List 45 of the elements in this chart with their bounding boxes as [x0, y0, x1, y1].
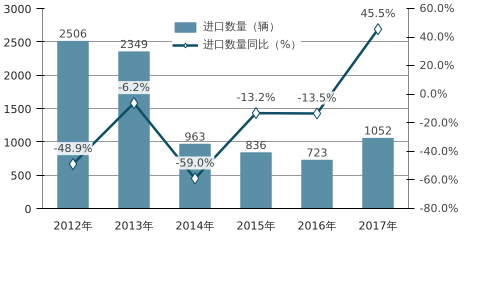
- data-label: -6.2%: [118, 81, 150, 94]
- x-tick-label: 2017年: [358, 220, 398, 232]
- x-tick-label: 2015年: [236, 220, 276, 232]
- point: [130, 97, 138, 110]
- y-tick-label: 2000: [4, 70, 32, 83]
- bar: [362, 138, 394, 208]
- bar: [301, 160, 333, 208]
- data-label: 2506: [59, 27, 88, 40]
- point: [374, 23, 382, 36]
- data-label: -59.0%: [176, 156, 214, 170]
- data-label: 963: [184, 130, 206, 144]
- data-label: 1052: [364, 124, 392, 138]
- y2-tick-label: 60.0%: [420, 2, 454, 15]
- y2-tick-label: 40.0%: [420, 30, 454, 44]
- data-label: -13.5%: [298, 92, 336, 104]
- y-tick-label: 3000: [4, 3, 32, 16]
- y2-tick-label: -20.0%: [420, 116, 458, 130]
- x-tick-label: 2013年: [114, 220, 154, 232]
- x-tick-label: 2012年: [54, 220, 93, 232]
- point: [190, 172, 200, 184]
- y2-tick-label: -80.0%: [420, 202, 458, 215]
- data-label: 2349: [120, 38, 148, 51]
- legend-label: 进口数量同比（%）: [203, 37, 302, 52]
- y-tick-label: 1500: [4, 103, 32, 116]
- point: [68, 158, 78, 170]
- point: [252, 107, 260, 120]
- y-tick-label: 2500: [4, 36, 32, 50]
- x-tick-label: 2016年: [298, 220, 337, 232]
- data-label: -48.9%: [54, 142, 92, 156]
- y-tick-label: 500: [10, 170, 32, 183]
- y2-tick-label: 20.0%: [420, 59, 454, 72]
- legend-label: 进口数量（辆）: [203, 19, 281, 34]
- data-label: -13.2%: [236, 91, 276, 104]
- y-tick-label: 1000: [4, 136, 32, 150]
- y-tick-label: 0: [24, 203, 32, 216]
- y2-tick-label: 0.0%: [420, 88, 448, 101]
- data-label: 836: [246, 138, 266, 152]
- point: [312, 108, 322, 120]
- y2-tick-label: -40.0%: [420, 144, 458, 158]
- data-label: 723: [306, 146, 328, 160]
- bar: [118, 51, 150, 208]
- x-tick-label: 2014年: [176, 220, 215, 232]
- bar: [240, 152, 272, 208]
- y2-tick-label: -60.0%: [420, 173, 458, 186]
- data-label: 45.5%: [360, 7, 396, 20]
